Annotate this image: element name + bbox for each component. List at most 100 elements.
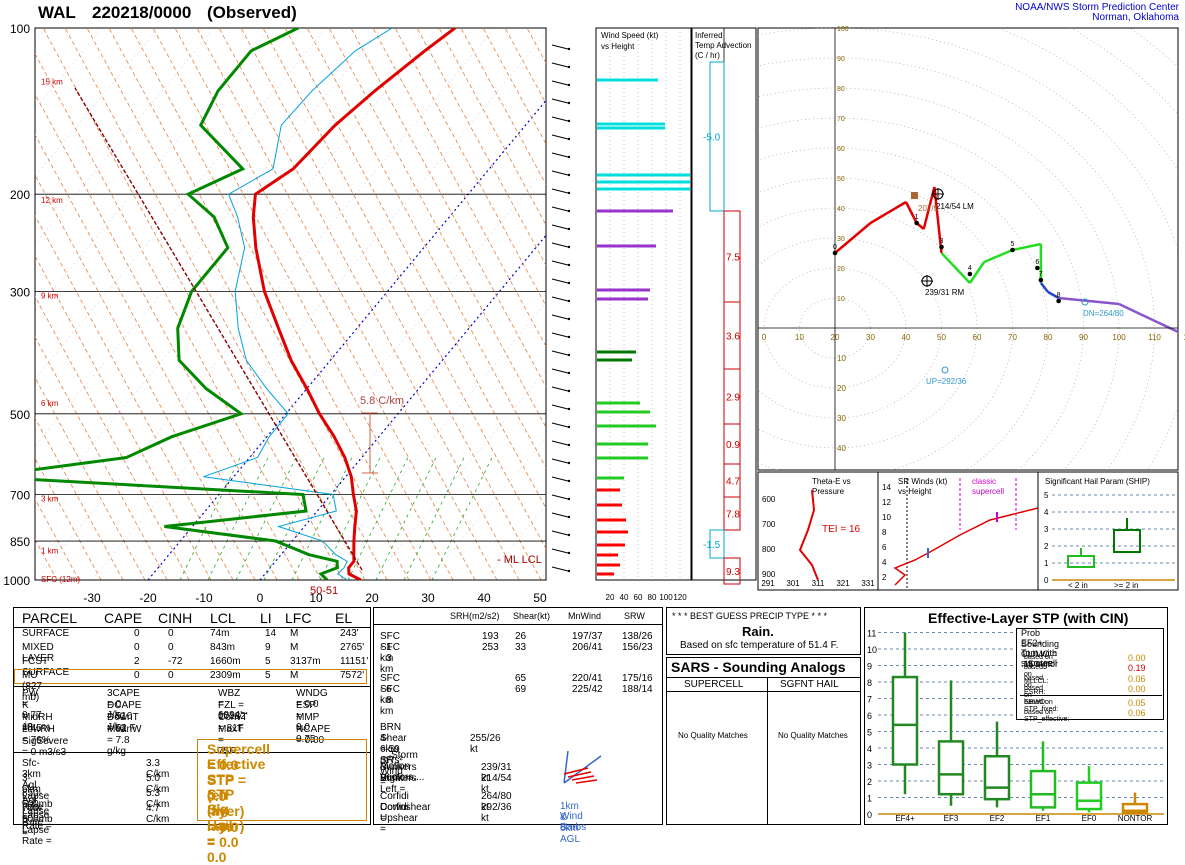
wind-barb-dot [568,570,570,572]
hodo-point-label: 3 [940,238,944,245]
kin-cell: 197/37 [572,631,603,642]
wind-barb-dot [568,120,570,122]
wind-barb-dot [568,336,570,338]
index-cell: SigSevere = 0 m3/s3 [22,736,68,758]
hodo-ring [338,0,1185,610]
hodo-point [1010,248,1015,253]
stp-y-tick: 5 [867,728,872,738]
hodo-segment [1119,304,1185,388]
wind-title1: Wind Speed (kt) [601,31,659,40]
hodo-segment [1041,283,1048,292]
wind-barb [552,459,568,463]
wind-barb-dot [568,534,570,536]
dry-adiabat [131,28,431,580]
temp-tick: 20 [365,591,379,605]
wind-barb [552,243,568,247]
srw-y-tick: 8 [882,528,887,537]
isotherm [596,28,1054,580]
wind-barb [552,441,568,445]
dry-adiabat [549,28,849,580]
barb-flag [572,776,594,780]
wind-barb-dot [568,282,570,284]
hodo-point-label: 1 [915,214,919,221]
ship-frame [1038,472,1178,590]
wind-barb [552,495,568,499]
wind-barb [552,189,568,193]
sr-wind-value: 255/26 kt [470,733,501,755]
wind-barb-dot [568,300,570,302]
dry-adiabat [285,28,585,580]
dry-adiabat [461,28,761,580]
hodo-x-tick: 80 [1044,333,1053,342]
sars-col2: SGFNT HAIL [780,679,839,690]
moist-adiabat [376,458,436,580]
mu-highlight [14,669,367,684]
hodo-ring-label: 100 [837,26,849,33]
kin-cell: 65 [515,673,526,684]
kin-cell: 206/41 [572,642,603,653]
stp-category: EF4+ [895,814,915,823]
ship-box-large [1114,530,1140,552]
dry-adiabat [417,28,717,580]
stp-y-tick: 10 [867,645,877,655]
parcel-cell: 5 [265,656,271,667]
parcel-cell: 0 [168,642,174,653]
dry-adiabat [219,28,519,580]
hodo-x-tick: 10 [795,333,804,342]
srw-y-tick: 10 [882,513,891,522]
theta-x-tick: 311 [812,579,825,588]
parcel-cell: 14 [265,628,276,639]
wind-tick: 20 [606,593,615,602]
kin-cell: 26 [515,631,526,642]
isotherm [484,28,942,580]
dry-adiabat [527,28,827,580]
parcel-cell: 2765' [340,642,364,653]
hodo-x-tick: 100 [1112,333,1126,342]
theta-e-trace [800,490,818,580]
hodo-ring [445,0,1185,610]
sars-divider [666,677,861,678]
temp-tick: -30 [83,591,101,605]
adv-title2: Temp Advection [695,41,751,50]
barb-flag [576,780,597,783]
cond-value: 0.06 [1128,674,1146,684]
stp-y-tick: 3 [867,761,872,771]
theta-y-tick: 700 [762,520,776,529]
hodo-segment [871,202,907,223]
moist-adiabat [264,458,324,580]
bottom-marker: 50-51 [310,585,338,597]
dry-adiabat [439,28,739,580]
height-label: 15 km [41,77,63,86]
lapse-label: 5.8 C/km [360,395,404,407]
precip-title: * * * BEST GUESS PRECIP TYPE * * * [672,611,827,621]
hodo-ring-label: 50 [837,176,845,183]
wind-barb-dot [568,228,570,230]
kin-cell: 69 [515,684,526,695]
parcel-header: LCL [210,610,236,626]
ship-y-tick: 4 [1044,508,1049,517]
srw-annot2: supercell [972,487,1004,496]
ship-title: Significant Hail Param (SHIP) [1045,477,1150,486]
sars-divider2 [666,691,861,692]
cond-divider [1020,695,1162,696]
hodo-ring-label: 30 [837,236,845,243]
parcel-divider2 [14,686,370,687]
cond-value: 0.05 [1128,698,1146,708]
wind-barb-dot [568,246,570,248]
hodo-x-tick: 60 [973,333,982,342]
hodo-x-tick: 40 [902,333,911,342]
wind-barb-dot [568,318,570,320]
temp-tick: -10 [195,591,213,605]
theta-x-tick: 331 [861,579,875,588]
srw-y-tick: 6 [882,543,887,552]
advection-value: 2.9 [726,393,740,404]
theta-x-tick: 301 [786,579,800,588]
ship-y-tick: 0 [1044,576,1049,585]
dry-adiabat [65,28,365,580]
parcel-header: CINH [158,610,192,626]
theta-title2: Pressure [812,487,845,496]
cond-value: 0.00 [1128,653,1146,663]
dry-adiabat [21,28,321,580]
sr-winds-panel: SR Winds (kt)vs Heightclassicsupercell14… [878,472,1038,590]
kin-cell: SFC - 3 km [380,642,400,675]
